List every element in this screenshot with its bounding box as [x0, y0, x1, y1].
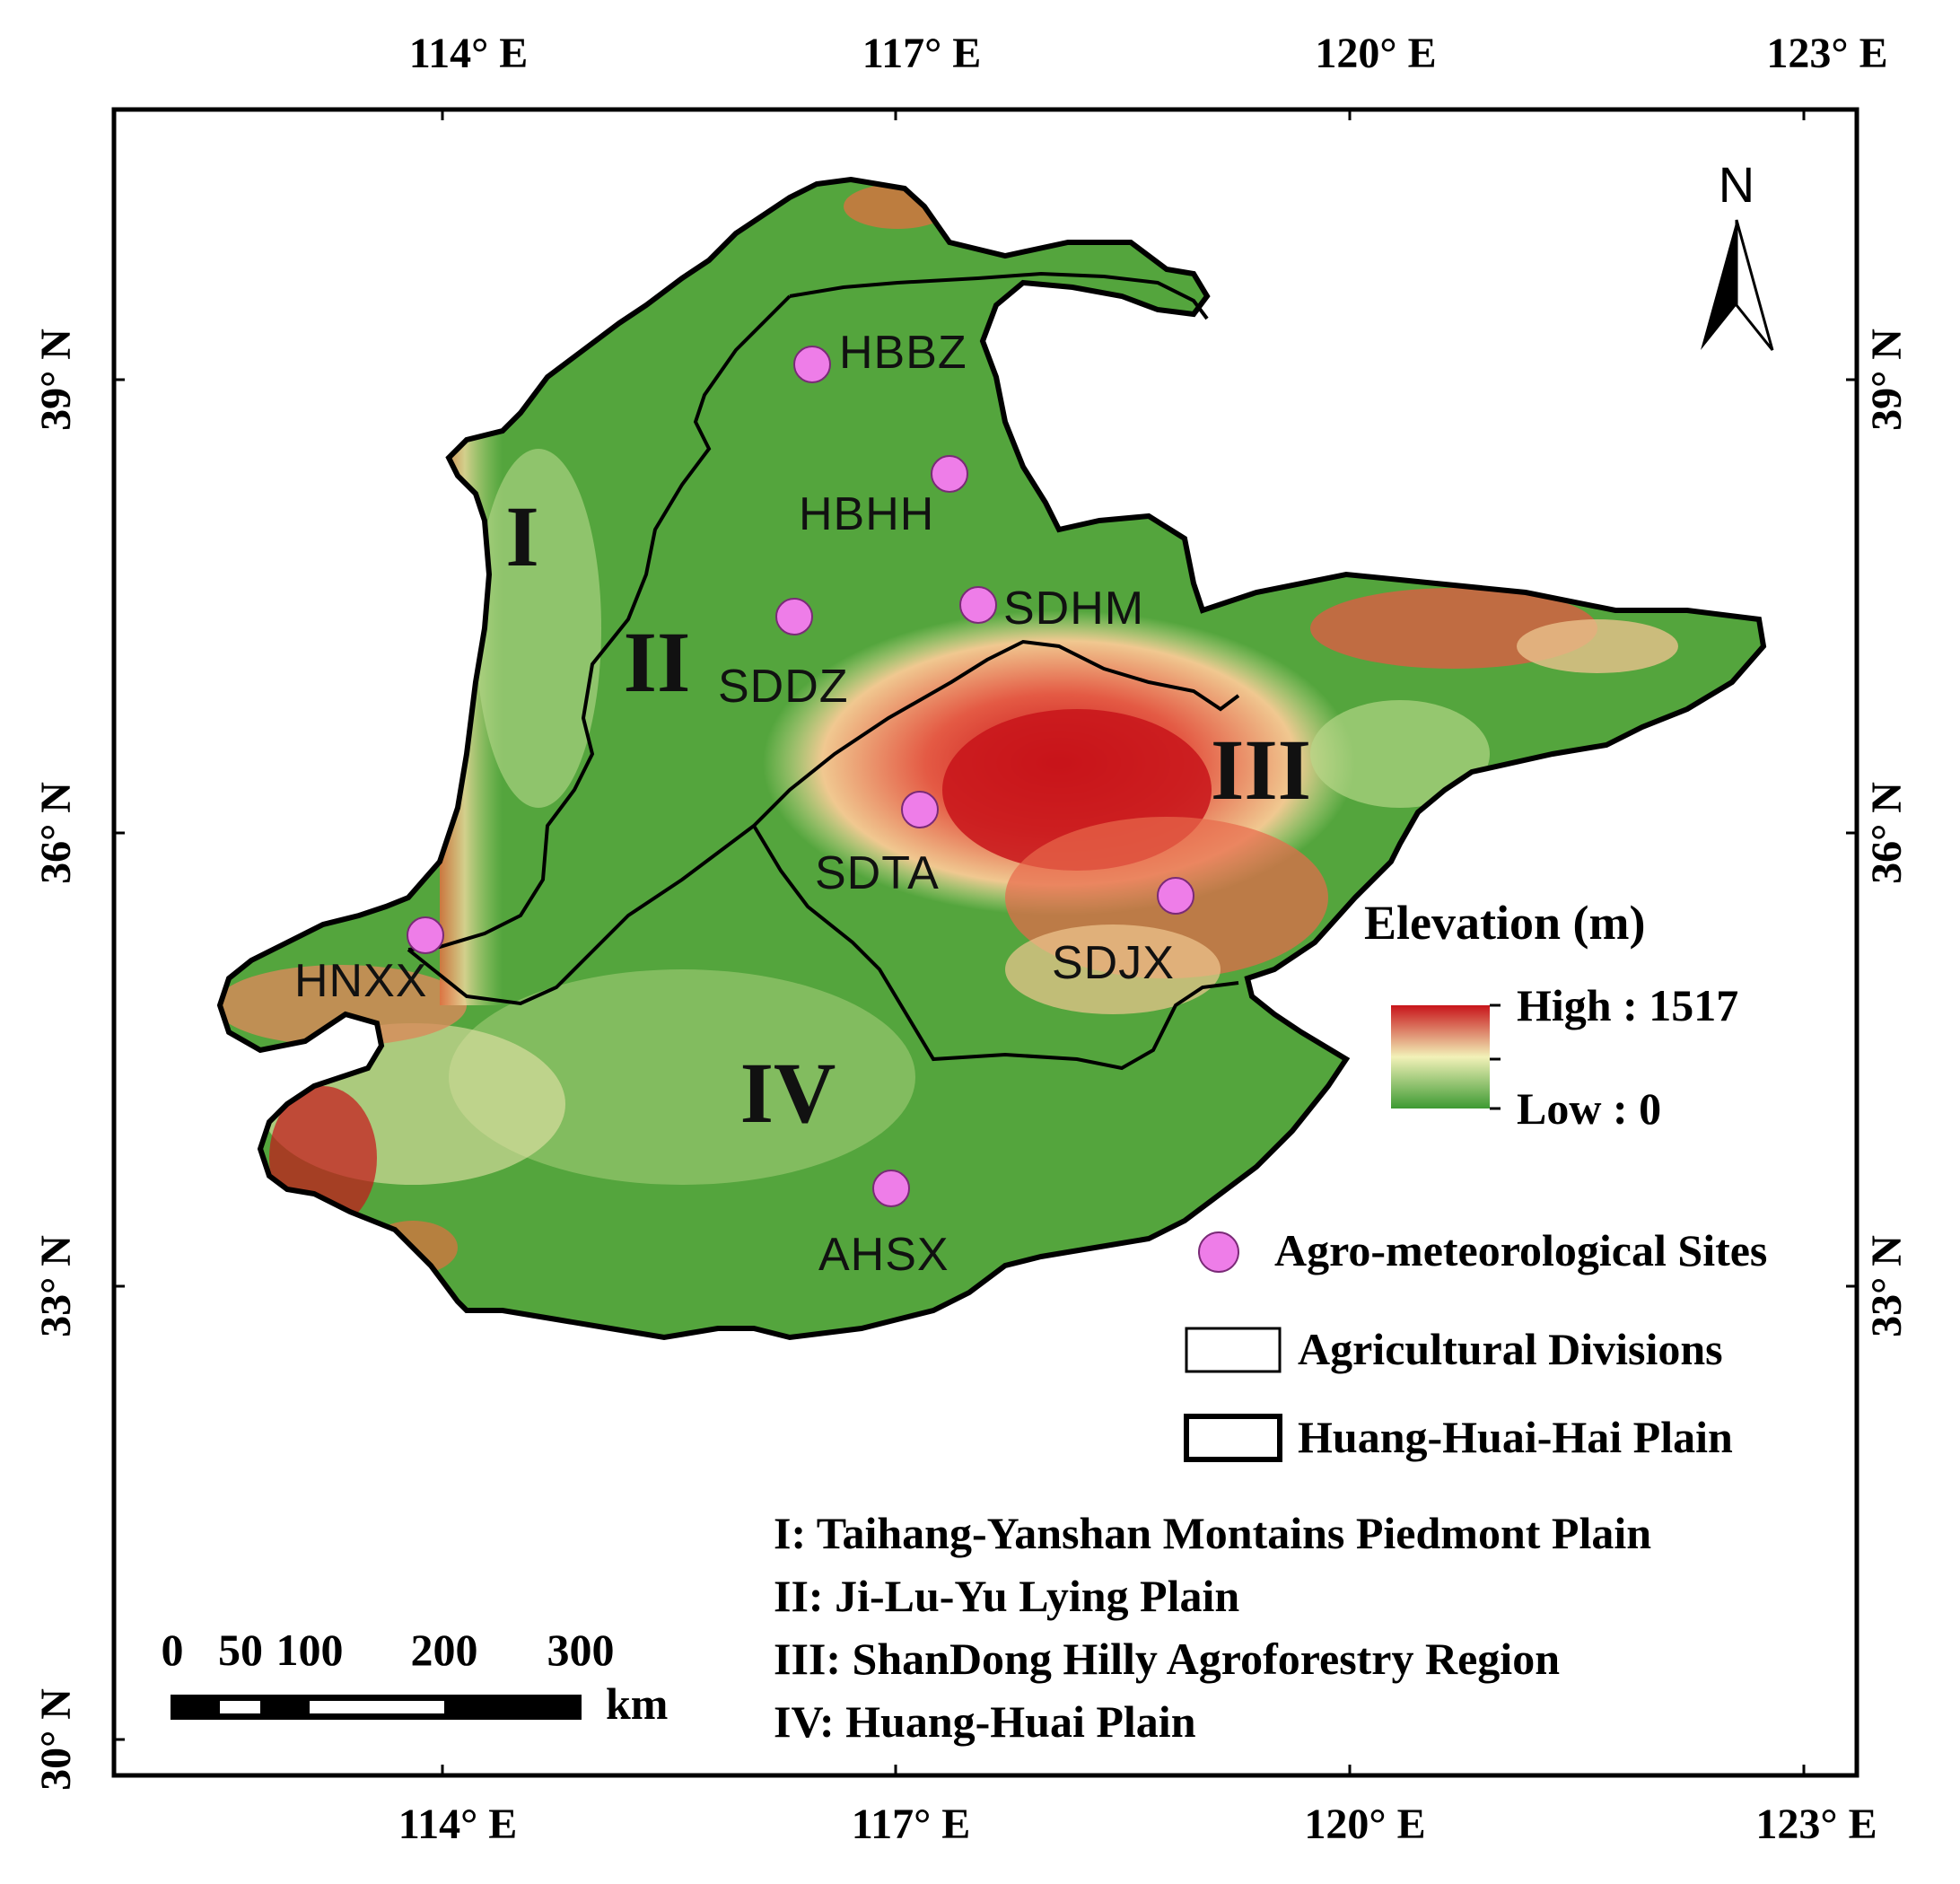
north-arrow: N [1701, 156, 1774, 351]
region-label-ii: II [624, 614, 691, 710]
site-marker-sdhm [959, 586, 997, 624]
site-label-hbhh: HBHH [799, 488, 934, 540]
lon-label-bottom-120: 120° E [1304, 1801, 1425, 1848]
north-arrow-light-half [1735, 219, 1774, 351]
legend-elevation-low: Low : 0 [1517, 1083, 1661, 1134]
legend-elevation-title: Elevation (m) [1364, 896, 1645, 950]
scale-tick-100: 100 [276, 1625, 344, 1675]
lat-label-right-39: 39° N [1863, 329, 1911, 431]
legend-plain-symbol [1184, 1414, 1282, 1462]
legend-elevation-high: High : 1517 [1517, 980, 1738, 1030]
lon-label-top-120: 120° E [1315, 30, 1436, 77]
lon-label-top-117: 117° E [862, 30, 982, 77]
lon-label-bottom-114: 114° E [398, 1801, 518, 1848]
site-label-sdjx: SDJX [1052, 937, 1175, 989]
site-markers [407, 346, 1194, 1207]
site-marker-hbhh [931, 455, 968, 493]
site-marker-ahsx [872, 1170, 910, 1207]
lat-label-left-39: 39° N [32, 329, 80, 431]
scale-tick-50: 50 [218, 1625, 263, 1675]
lat-label-right-36: 36° N [1863, 782, 1911, 884]
region-label-iii: III [1211, 722, 1311, 818]
site-marker-sdta [901, 791, 939, 828]
site-marker-hbbz [793, 346, 831, 383]
lat-label-left-30: 30° N [32, 1688, 80, 1791]
site-label-hnxx: HNXX [294, 955, 427, 1007]
region-label-i: I [505, 488, 538, 584]
legend-site-symbol [1198, 1231, 1239, 1273]
lon-label-top-123: 123° E [1766, 30, 1887, 77]
site-label-sdta: SDTA [815, 847, 940, 899]
lon-label-bottom-117: 117° E [852, 1801, 971, 1848]
lon-label-top-114: 114° E [409, 30, 529, 77]
legend-region-desc-ii: II: Ji-Lu-Yu Lying Plain [774, 1571, 1239, 1621]
site-label-hbbz: HBBZ [839, 327, 967, 379]
graticule-ticks [114, 110, 1857, 1775]
site-label-ahsx: AHSX [818, 1229, 949, 1281]
boundary-ii-north [789, 271, 1209, 320]
scale-tick-200: 200 [411, 1625, 478, 1675]
scale-unit: km [606, 1678, 668, 1729]
scale-tick-300: 300 [547, 1625, 615, 1675]
legend-region-desc-i: I: Taihang-Yanshan Montains Piedmont Pla… [774, 1508, 1651, 1558]
boundary-iii-iv [752, 824, 1239, 1071]
site-label-sddz: SDDZ [718, 661, 849, 713]
north-arrow-label: N [1719, 156, 1754, 213]
legend-sites-label: Agro-meteorological Sites [1274, 1225, 1767, 1275]
division-boundaries [407, 271, 1240, 1071]
legend-elevation-ramp [1391, 1005, 1490, 1108]
lat-label-left-36: 36° N [32, 782, 80, 884]
site-marker-hnxx [407, 916, 444, 954]
boundary-ii-iii-iv [407, 639, 1240, 1006]
lat-label-right-33: 33° N [1863, 1235, 1911, 1337]
site-label-sdhm: SDHM [1003, 583, 1144, 635]
lat-label-left-33: 33° N [32, 1235, 80, 1337]
legend-plain-label: Huang-Huai-Hai Plain [1298, 1412, 1733, 1462]
lon-label-bottom-123: 123° E [1755, 1801, 1877, 1848]
scale-bar: 0 50 100 200 300 km [162, 1625, 669, 1729]
legend-region-desc-iii: III: ShanDong Hilly Agroforestry Region [774, 1634, 1560, 1684]
legend-divisions-label: Agricultural Divisions [1298, 1324, 1723, 1374]
scale-tick-0: 0 [162, 1625, 184, 1675]
site-marker-sddz [775, 598, 813, 635]
region-label-iv: IV [740, 1045, 836, 1141]
site-marker-sdjx [1157, 877, 1194, 915]
north-arrow-dark-half [1701, 220, 1737, 350]
legend-divisions-symbol [1185, 1327, 1282, 1373]
legend-region-desc-iv: IV: Huang-Huai Plain [774, 1696, 1196, 1747]
boundary-i-ii [407, 294, 792, 951]
